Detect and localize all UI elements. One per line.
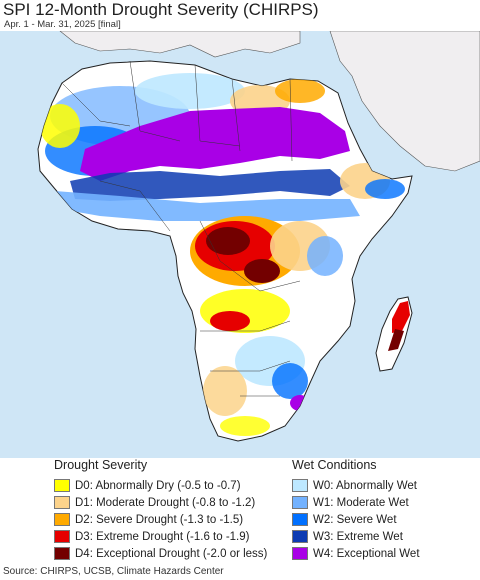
wet-legend-title: Wet Conditions (292, 458, 377, 472)
exceptional-drought-area (244, 259, 280, 283)
country-borders (61, 60, 301, 397)
source-credit: Source: CHIRPS, UCSB, Climate Hazards Ce… (3, 566, 224, 577)
legend-item: W3: Extreme Wet (292, 528, 420, 545)
extreme-wet-band (70, 169, 350, 201)
legend-swatch (292, 547, 308, 560)
legend-swatch (54, 513, 70, 526)
map-subtitle: Apr. 1 - Mar. 31, 2025 [final] (4, 19, 121, 30)
legend-item: W4: Exceptional Wet (292, 545, 420, 562)
wet-patch (365, 179, 405, 199)
severity-overlay (40, 73, 405, 436)
legend-item: W1: Moderate Wet (292, 494, 420, 511)
legend-item: D4: Exceptional Drought (-2.0 or less) (54, 545, 267, 562)
legend-label: D0: Abnormally Dry (-0.5 to -0.7) (75, 479, 241, 492)
legend-swatch (54, 547, 70, 560)
legend-label: W1: Moderate Wet (313, 496, 409, 509)
exceptional-wet-band (80, 107, 350, 181)
madagascar-drought-core (388, 329, 404, 351)
legend-label: D1: Moderate Drought (-0.8 to -1.2) (75, 496, 256, 509)
africa-map-svg (0, 31, 480, 458)
wet-legend: Wet Conditions W0: Abnormally Wet W1: Mo… (292, 458, 420, 562)
legend-swatch (292, 496, 308, 509)
legend-item: D3: Extreme Drought (-1.6 to -1.9) (54, 528, 267, 545)
severe-wet-band (55, 191, 360, 221)
legend-item: D0: Abnormally Dry (-0.5 to -0.7) (54, 477, 267, 494)
drought-map (0, 31, 480, 458)
dry-patch (203, 366, 247, 416)
legend-swatch (54, 530, 70, 543)
legend-label: W2: Severe Wet (313, 513, 397, 526)
legend-label: D2: Severe Drought (-1.3 to -1.5) (75, 513, 244, 526)
drought-legend: Drought Severity D0: Abnormally Dry (-0.… (54, 458, 267, 562)
legend-label: W4: Exceptional Wet (313, 547, 420, 560)
exceptional-drought-area (206, 227, 250, 255)
legend-label: W3: Extreme Wet (313, 530, 403, 543)
legend-swatch (54, 479, 70, 492)
legend-label: D3: Extreme Drought (-1.6 to -1.9) (75, 530, 250, 543)
legend-swatch (292, 513, 308, 526)
legend-item: W2: Severe Wet (292, 511, 420, 528)
dry-patch (40, 104, 80, 148)
legend-label: D4: Exceptional Drought (-2.0 or less) (75, 547, 268, 560)
legend-item: D2: Severe Drought (-1.3 to -1.5) (54, 511, 267, 528)
map-title: SPI 12-Month Drought Severity (CHIRPS) (3, 0, 319, 19)
wet-patch (135, 73, 245, 109)
middle-east-landmass (329, 31, 480, 172)
wet-patch (307, 236, 343, 276)
extreme-drought-area (210, 311, 250, 331)
drought-legend-title: Drought Severity (54, 458, 148, 472)
legend-swatch (54, 496, 70, 509)
legend-swatch (292, 530, 308, 543)
europe-landmass (59, 31, 301, 58)
legend-label: W0: Abnormally Wet (313, 479, 417, 492)
dry-patch (220, 416, 270, 436)
legend-swatch (292, 479, 308, 492)
legend-item: W0: Abnormally Wet (292, 477, 420, 494)
wet-patch (272, 363, 308, 399)
dry-patch (275, 79, 325, 103)
legend-item: D1: Moderate Drought (-0.8 to -1.2) (54, 494, 267, 511)
madagascar-drought (392, 301, 410, 333)
